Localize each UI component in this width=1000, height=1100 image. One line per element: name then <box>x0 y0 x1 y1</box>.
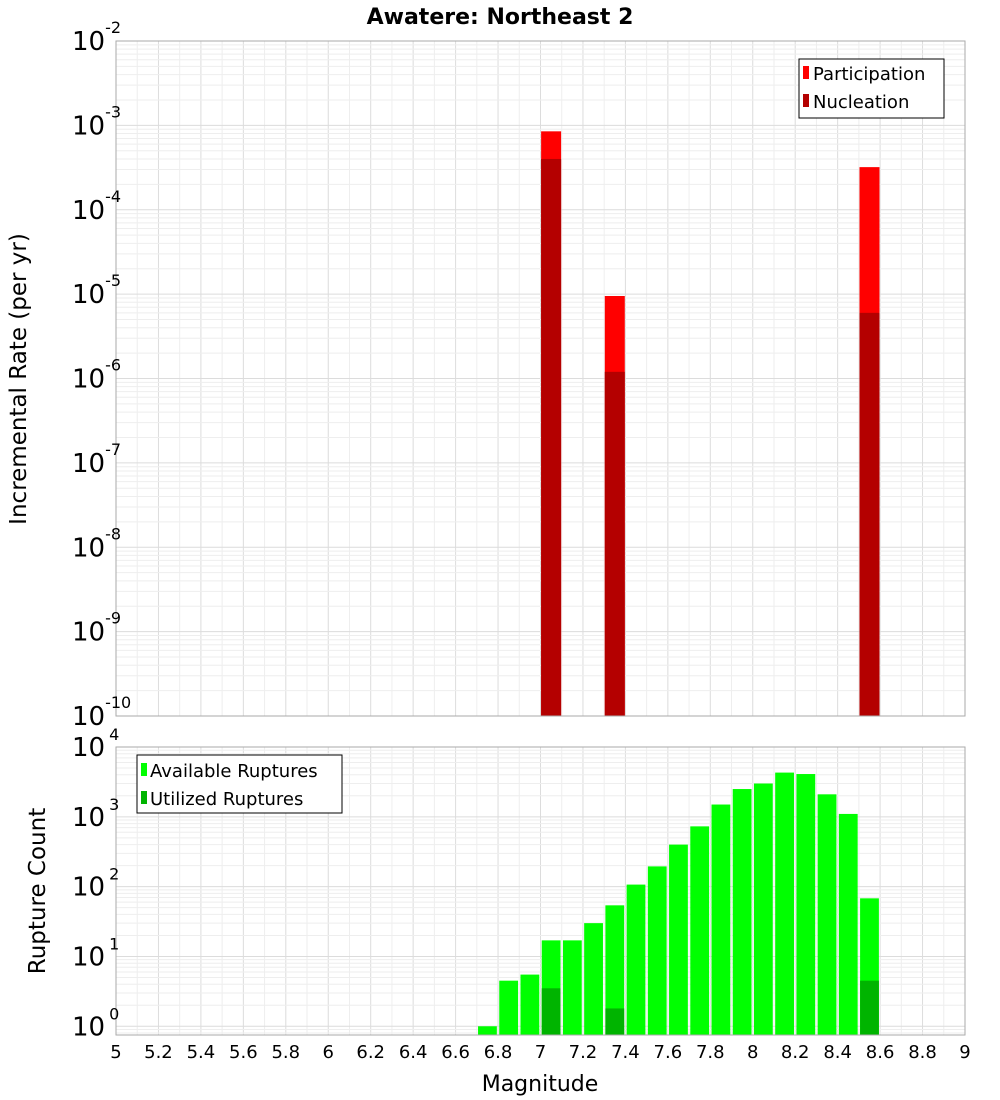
x-tick-label: 5.2 <box>144 1042 173 1063</box>
legend-swatch-utilized <box>141 791 147 804</box>
x-tick-label: 7.6 <box>654 1042 683 1063</box>
legend-label-available: Available Ruptures <box>150 761 318 782</box>
available-ruptures-bar <box>711 804 731 1035</box>
available-ruptures-bar <box>732 789 752 1035</box>
top-y-tick-label: 10-4 <box>72 187 121 226</box>
legend-label-nucleation: Nucleation <box>813 92 909 113</box>
x-tick-label: 6 <box>323 1042 334 1063</box>
bottom-bars <box>478 772 879 1035</box>
available-ruptures-bar <box>647 866 667 1035</box>
available-ruptures-bar <box>753 783 773 1035</box>
x-tick-label: 7.8 <box>696 1042 725 1063</box>
utilized-ruptures-bar <box>541 988 561 1035</box>
legend-swatch-participation <box>803 66 809 79</box>
top-bars <box>541 131 880 717</box>
available-ruptures-bar <box>605 905 625 1035</box>
top-y-tick-label: 10-9 <box>72 609 121 648</box>
top-plot-frame <box>115 40 966 717</box>
legend-swatch-available <box>141 763 147 776</box>
top-y-tick-label: 10-7 <box>72 440 121 479</box>
available-ruptures-bar <box>584 923 603 1035</box>
bottom-y-tick-label: 10 3 <box>72 795 119 833</box>
x-tick-label: 6.8 <box>484 1042 513 1063</box>
available-ruptures-bar <box>838 813 858 1035</box>
legend-swatch-nucleation <box>803 94 809 107</box>
top-y-tick-label: 10-10 <box>72 693 131 732</box>
bottom-y-axis-label: Rupture Count <box>25 808 51 974</box>
x-tick-label: 6.4 <box>399 1042 428 1063</box>
x-tick-label: 7.2 <box>569 1042 598 1063</box>
bottom-plot-frame <box>115 746 966 1036</box>
x-tick-label: 8.8 <box>908 1042 937 1063</box>
bottom-legend-box <box>136 754 343 814</box>
nucleation-bar <box>859 312 880 716</box>
x-tick-label: 6.6 <box>441 1042 470 1063</box>
nucleation-bar <box>604 371 625 716</box>
top-y-axis-label: Incremental Rate (per yr) <box>6 233 32 525</box>
nucleation-bar <box>541 158 562 717</box>
available-ruptures-bar <box>626 884 646 1035</box>
x-tick-label: 7.4 <box>611 1042 640 1063</box>
chart-title: Awatere: Northeast 2 <box>367 5 634 30</box>
available-ruptures-bar <box>499 980 519 1035</box>
x-tick-label: 9 <box>959 1042 970 1063</box>
x-tick-label: 5.6 <box>229 1042 258 1063</box>
x-tick-label: 5.4 <box>187 1042 216 1063</box>
x-tick-label: 7 <box>535 1042 546 1063</box>
top-y-tick-label: 10-3 <box>72 102 121 141</box>
x-tick-label: 6.2 <box>356 1042 385 1063</box>
x-tick-label: 8 <box>747 1042 758 1063</box>
x-tick-label: 8.6 <box>866 1042 895 1063</box>
bottom-y-tick-label: 10 4 <box>72 725 119 763</box>
utilized-ruptures-bar <box>605 1008 625 1035</box>
x-tick-label: 8.4 <box>823 1042 852 1063</box>
x-tick-labels: 5 5.2 5.4 5.6 5.8 6 6.2 6.4 6.6 6.8 7 7.2 7.4 7.6 7.8 8… <box>110 1042 970 1063</box>
x-axis-label: Magnitude <box>482 1072 599 1097</box>
top-gridlines <box>115 41 966 717</box>
legend-label-utilized: Utilized Ruptures <box>150 789 303 810</box>
bottom-y-tick-label: 10 1 <box>72 934 119 972</box>
x-tick-label: 8.2 <box>781 1042 810 1063</box>
bottom-legend: Available Ruptures Utilized Ruptures <box>136 754 343 814</box>
x-tick-label: 5.8 <box>271 1042 300 1063</box>
bottom-y-tick-label: 10 2 <box>72 865 119 903</box>
top-y-tick-label: 10-8 <box>72 524 121 563</box>
top-legend: Participation Nucleation <box>798 58 945 119</box>
available-ruptures-bar <box>562 940 582 1035</box>
available-ruptures-bar <box>775 772 794 1035</box>
x-tick-label: 5 <box>110 1042 121 1063</box>
available-ruptures-bar <box>520 974 540 1035</box>
top-y-tick-label: 10-6 <box>72 356 121 395</box>
available-ruptures-bar <box>817 794 837 1035</box>
available-ruptures-bar <box>690 826 710 1035</box>
top-y-tick-label: 10-5 <box>72 271 121 310</box>
top-y-tick-labels: 10-10 10-9 10-8 10-7 10-6 10-5 10-4 10-3 10-2 <box>72 18 131 732</box>
bottom-y-tick-label: 10 0 <box>72 1004 119 1042</box>
available-ruptures-bar <box>669 844 688 1035</box>
legend-label-participation: Participation <box>813 64 925 85</box>
available-ruptures-bar <box>478 1026 497 1035</box>
available-ruptures-bar <box>796 774 816 1035</box>
top-legend-box <box>798 58 945 119</box>
utilized-ruptures-bar <box>860 980 879 1035</box>
top-y-tick-label: 10-2 <box>72 18 121 57</box>
top-panel: 10-10 10-9 10-8 10-7 10-6 10-5 10-4 10-3 10-2 In… <box>6 18 966 732</box>
